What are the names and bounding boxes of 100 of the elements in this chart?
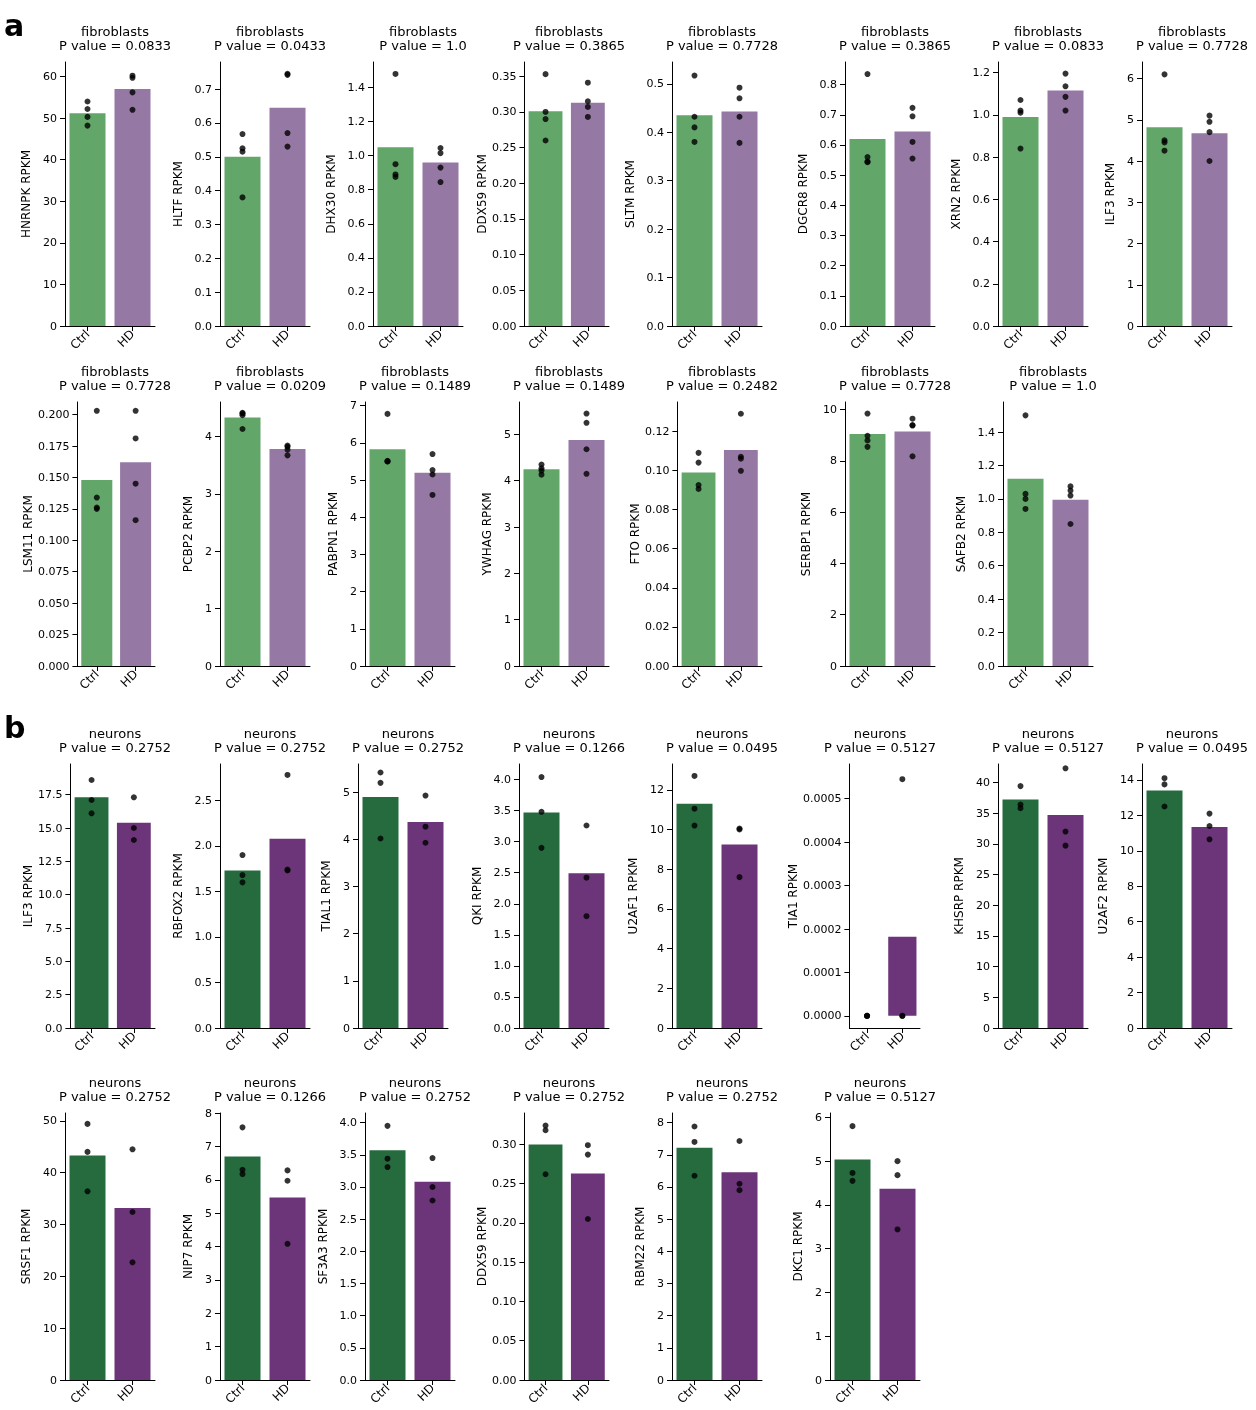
chart-subtitle: P value = 0.7728 (1135, 38, 1249, 53)
x-tick-label: HD (721, 1029, 745, 1052)
x-tick-label: HD (884, 1029, 908, 1052)
x-tick-label: Ctrl (521, 1029, 547, 1055)
y-tick-label: 0.2 (977, 626, 995, 640)
y-axis-title: XRN2 RPKM (948, 158, 963, 230)
y-tick-label: 2.5 (194, 793, 212, 807)
y-tick-label: 4 (1127, 154, 1134, 168)
y-tick-label: 0.3 (819, 228, 837, 242)
y-tick-label: 50 (43, 111, 57, 125)
y-tick-label: 2 (657, 981, 664, 995)
chart-title: fibroblasts (1019, 364, 1088, 379)
x-tick-label: Ctrl (674, 327, 700, 353)
y-tick-label: 5 (657, 1212, 664, 1226)
y-tick-label: 4.0 (493, 773, 511, 787)
y-tick-label: 0 (983, 1021, 990, 1035)
chart-title: neurons (88, 1075, 142, 1090)
y-tick-label: 0.0 (493, 1021, 511, 1035)
y-tick-label: 6 (657, 1180, 664, 1194)
x-tick-label: HD (269, 1029, 293, 1052)
y-tick-label: 0.7 (819, 108, 837, 122)
y-tick-label: 0.0 (194, 319, 212, 333)
y-axis-title: ILF3 RPKM (20, 864, 35, 928)
y-tick-label: 4 (657, 942, 664, 956)
y-tick-label: 4 (205, 1240, 212, 1253)
y-tick-label: 4 (350, 510, 357, 524)
x-tick-label: HD (414, 667, 438, 690)
y-tick-label: 50 (43, 1114, 57, 1128)
y-axis-title: SF3A3 RPKM (315, 1208, 330, 1285)
y-tick-label: 0.20 (491, 176, 517, 190)
y-tick-label: 1 (205, 1340, 212, 1354)
y-tick-label: 3.5 (493, 804, 511, 818)
chart-subtitle: P value = 0.1489 (512, 378, 626, 393)
chart-title: fibroblasts (236, 364, 305, 379)
y-tick-label: 10 (43, 1321, 57, 1335)
x-tick-label: HD (722, 667, 746, 690)
x-tick-label: Ctrl (67, 1381, 93, 1407)
y-tick-label: 0.00 (644, 659, 670, 673)
y-tick-label: 0.050 (37, 596, 70, 610)
x-tick-label: Ctrl (1144, 1029, 1170, 1055)
x-tick-label: HD (1047, 1029, 1071, 1052)
chart-title: fibroblasts (688, 24, 757, 39)
y-axis-title: PABPN1 RPKM (326, 491, 341, 577)
y-tick-label: 2 (1127, 237, 1134, 250)
x-tick-label: HD (569, 1381, 593, 1404)
y-tick-label: 0.0 (819, 319, 837, 333)
y-tick-label: 10 (1120, 844, 1134, 858)
x-tick-label: Ctrl (367, 667, 393, 693)
x-tick-label: Ctrl (222, 1029, 248, 1055)
y-tick-label: 7.5 (44, 921, 63, 935)
y-tick-label: 0.4 (977, 592, 995, 606)
y-tick-label: 0.3 (194, 217, 212, 231)
y-tick-label: 2 (504, 566, 511, 580)
y-tick-label: 0.075 (37, 565, 70, 579)
chart-title: fibroblasts (81, 364, 150, 379)
x-tick-label: Ctrl (674, 1029, 700, 1055)
y-axis-title: RBM22 RPKM (633, 1206, 648, 1287)
chart-title: fibroblasts (1014, 24, 1083, 39)
y-tick-label: 1.5 (339, 1276, 357, 1290)
chart-title: neurons (542, 726, 596, 741)
chart-subtitle: P value = 0.2752 (665, 1089, 779, 1104)
y-tick-label: 6 (350, 436, 357, 450)
y-tick-label: 0.0 (44, 1021, 63, 1035)
y-tick-label: 25 (976, 868, 990, 882)
x-tick-label: Ctrl (832, 1381, 858, 1407)
x-tick-label: Ctrl (367, 1381, 393, 1407)
chart-title: fibroblasts (535, 364, 604, 379)
x-tick-label: Ctrl (1144, 327, 1170, 353)
y-tick-label: 0.10 (491, 248, 517, 262)
y-tick-label: 2 (830, 608, 837, 622)
y-tick-label: 10 (43, 277, 57, 291)
y-tick-label: 0.00 (491, 319, 517, 333)
y-axis-title: U2AF2 RPKM (1096, 857, 1111, 935)
y-tick-label: 8 (1127, 879, 1134, 893)
y-tick-label: 3 (657, 1276, 664, 1290)
y-tick-label: 0.30 (491, 105, 517, 119)
chart-subtitle: P value = 0.3865 (838, 38, 952, 53)
x-tick-label: Ctrl (847, 667, 873, 693)
y-tick-label: 20 (43, 1269, 57, 1283)
y-tick-label: 14 (1120, 773, 1134, 787)
y-tick-label: 2 (1127, 986, 1134, 1000)
chart-subtitle: P value = 0.2752 (58, 1089, 172, 1104)
x-tick-label: Ctrl (847, 1029, 872, 1055)
chart-title: neurons (853, 726, 907, 741)
y-tick-label: 2.5 (339, 1212, 357, 1226)
y-tick-label: 10 (976, 960, 990, 974)
y-tick-label: 5.0 (44, 954, 63, 968)
y-tick-label: 0.00 (491, 1373, 517, 1387)
chart-subtitle: P value = 1.0 (1009, 378, 1097, 393)
x-tick-label: HD (894, 327, 918, 350)
y-tick-label: 0.10 (644, 463, 670, 477)
y-tick-label: 0.200 (37, 408, 70, 422)
chart-title: fibroblasts (381, 364, 450, 379)
x-tick-label: HD (114, 1381, 138, 1404)
chart-subtitle: P value = 0.2752 (358, 1089, 472, 1104)
chart-title: neurons (1021, 726, 1075, 741)
y-tick-label: 7 (350, 399, 357, 413)
y-axis-title: DGCR8 RPKM (795, 153, 810, 235)
y-tick-label: 0 (1127, 1021, 1134, 1035)
y-tick-label: 1.5 (493, 928, 511, 942)
